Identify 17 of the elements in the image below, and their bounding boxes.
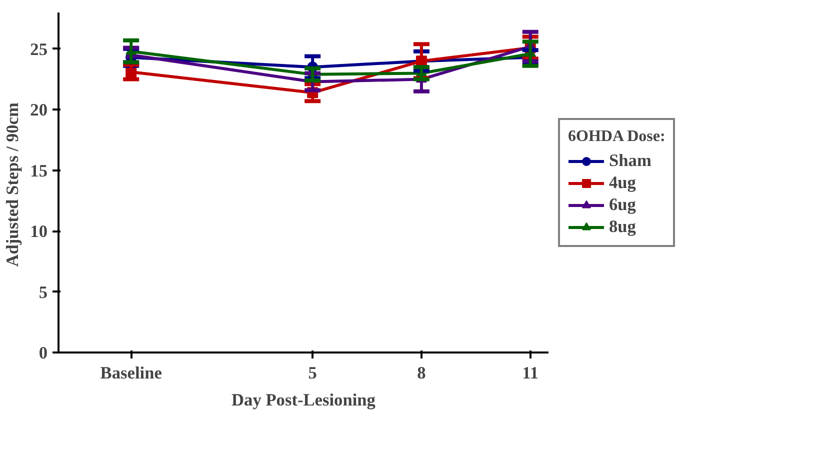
x-tick-label: 5 (308, 364, 318, 382)
legend-label: Sham (609, 151, 652, 171)
y-tick-label: 25 (30, 40, 48, 59)
legend-label: 6ug (609, 195, 636, 215)
legend-title: 6OHDA Dose: (568, 128, 666, 146)
y-tick-label: 5 (38, 282, 48, 302)
y-tick-label: 15 (30, 161, 48, 180)
y-tick-label: 0 (38, 344, 48, 362)
y-axis-title: Adjusted Steps / 90cm (3, 102, 22, 267)
x-tick-label: Baseline (100, 364, 162, 382)
y-tick-label: 10 (30, 222, 48, 242)
x-tick-label: 8 (417, 364, 426, 382)
y-tick-label: 20 (30, 100, 48, 120)
x-tick-label: 11 (522, 364, 539, 382)
x-axis-title: Day Post-Lesioning (232, 390, 376, 410)
legend-label: 4ug (609, 173, 636, 193)
legend-label: 8ug (609, 217, 636, 237)
